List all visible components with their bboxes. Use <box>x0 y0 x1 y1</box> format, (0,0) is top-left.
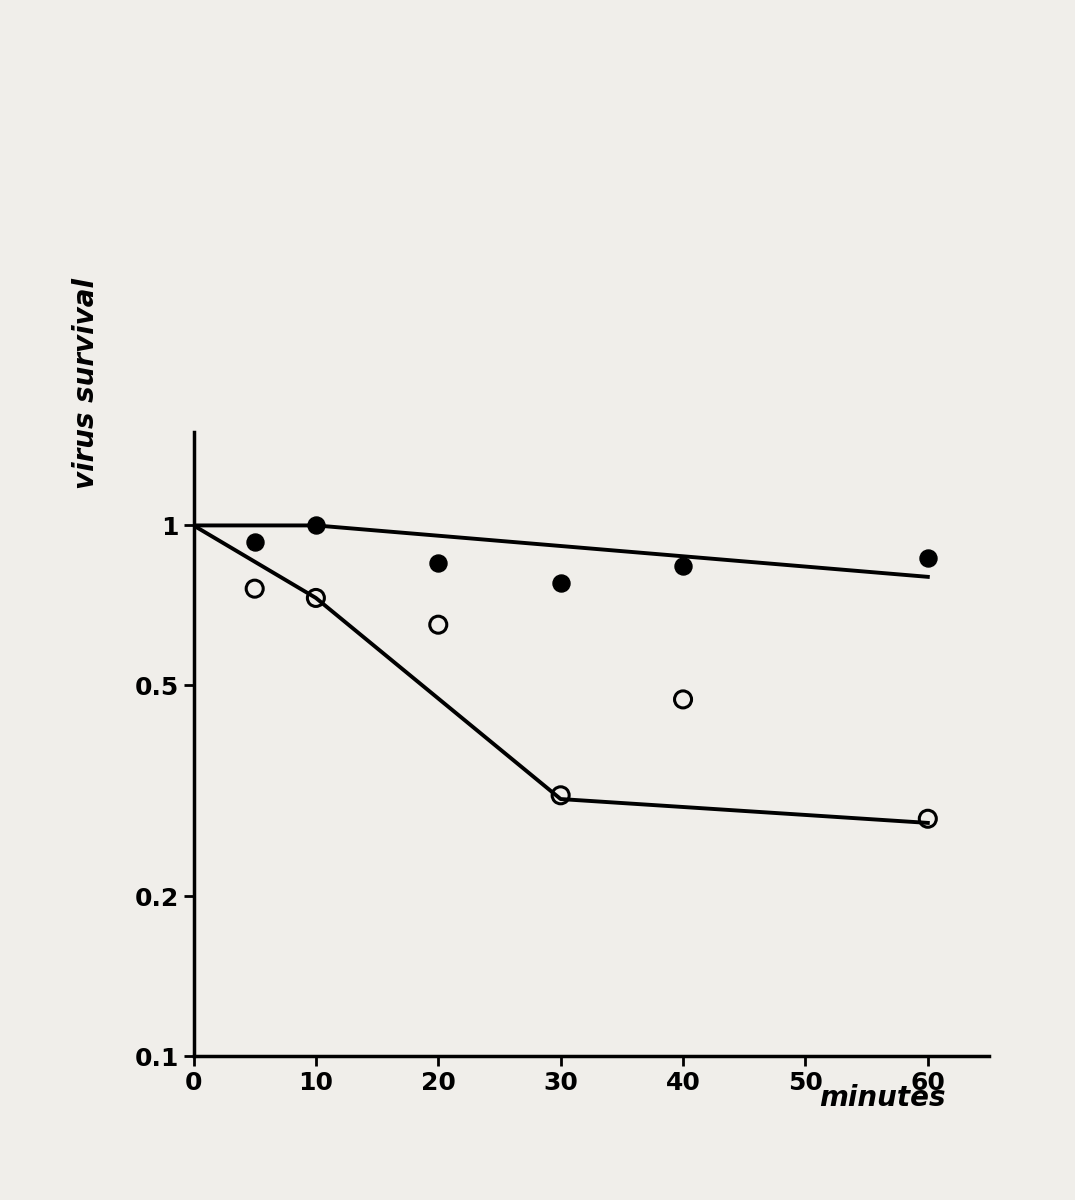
Point <box>553 786 570 805</box>
Point <box>919 809 936 828</box>
Point <box>430 616 447 635</box>
Point <box>553 574 570 593</box>
Text: minutes: minutes <box>819 1084 946 1112</box>
Point <box>674 690 691 709</box>
Point <box>919 548 936 568</box>
Point <box>246 533 263 552</box>
Point <box>246 580 263 599</box>
Point <box>674 556 691 575</box>
Point <box>307 588 325 607</box>
Point <box>430 553 447 572</box>
Point <box>307 516 325 535</box>
Text: virus survival: virus survival <box>72 278 100 490</box>
